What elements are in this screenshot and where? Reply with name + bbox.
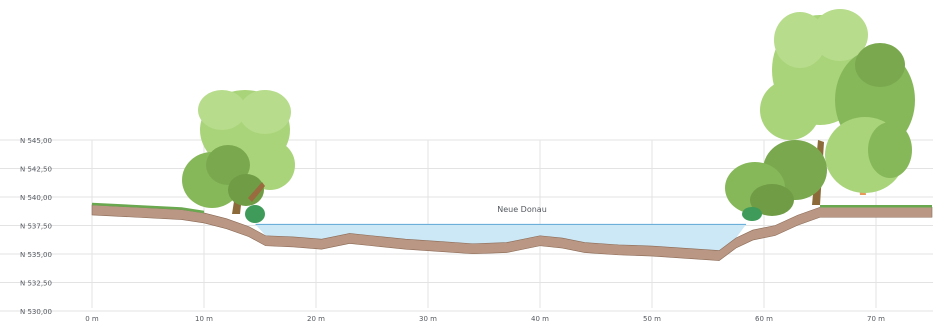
y-axis-labels: N 545,00 N 542,50 N 540,00 N 537,50 N 535,00… xyxy=(20,137,52,316)
x-tick-label: 10 m xyxy=(195,315,213,323)
y-tick-label: N 530,00 xyxy=(20,308,52,316)
x-tick-label: 0 m xyxy=(85,315,99,323)
y-tick-label: N 535,00 xyxy=(20,251,52,259)
soil-band xyxy=(91,204,933,261)
y-tick-label: N 540,00 xyxy=(20,194,52,202)
deciduous-tree-icon xyxy=(182,90,295,214)
x-tick-label: 70 m xyxy=(867,315,885,323)
shrub-icon xyxy=(245,205,265,223)
y-tick-label: N 545,00 xyxy=(20,137,52,145)
x-axis-labels: 0 m 10 m 20 m 30 m 40 m 50 m 60 m 70 m xyxy=(85,315,885,323)
terrain-profile xyxy=(91,202,933,261)
x-tick-label: 20 m xyxy=(307,315,325,323)
y-tick-label: N 537,50 xyxy=(20,223,52,231)
x-tick-label: 60 m xyxy=(755,315,773,323)
river-label: Neue Donau xyxy=(497,205,547,214)
x-tick-label: 30 m xyxy=(419,315,437,323)
birch-tree-icon xyxy=(725,9,915,216)
y-tick-label: N 542,50 xyxy=(20,166,52,174)
river-water xyxy=(255,223,747,251)
x-tick-label: 50 m xyxy=(643,315,661,323)
shrub-icon xyxy=(742,207,762,221)
grass-strip xyxy=(91,202,205,214)
x-tick-label: 40 m xyxy=(531,315,549,323)
y-tick-label: N 532,50 xyxy=(20,280,52,288)
water-body xyxy=(255,224,747,251)
